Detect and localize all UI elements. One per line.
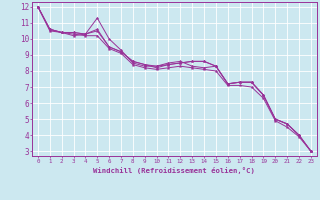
X-axis label: Windchill (Refroidissement éolien,°C): Windchill (Refroidissement éolien,°C): [93, 167, 255, 174]
